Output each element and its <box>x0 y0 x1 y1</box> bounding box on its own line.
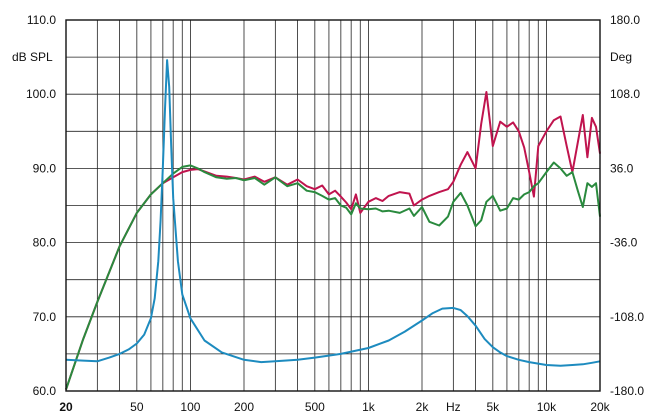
series-line-2 <box>65 161 601 390</box>
x-tick-label: 20 <box>59 400 73 414</box>
y-tick-label: 90.0 <box>33 161 57 175</box>
x-tick-label: 100 <box>180 400 200 414</box>
x-tick-label: 200 <box>234 400 254 414</box>
tick-labels: 20 50 100 200 500 1k 2k 5k 10k 20k 60.0 70.0 80.0 90.… <box>26 13 644 414</box>
x-tick-label: 500 <box>305 400 325 414</box>
y-tick-label: 100.0 <box>26 87 56 101</box>
y-tick-label: 80.0 <box>33 236 57 250</box>
grid-lines <box>66 20 600 391</box>
x-tick-label: 5k <box>486 400 500 414</box>
series-line-3 <box>65 59 601 367</box>
y-tick-label: 60.0 <box>33 384 57 398</box>
x-tick-label: 2k <box>416 400 430 414</box>
x-tick-label: 20k <box>590 400 610 414</box>
y-tick-label: 70.0 <box>33 310 57 324</box>
plot-frame <box>65 19 601 392</box>
y-right-tick-label: -36.0 <box>610 236 638 250</box>
series-layer <box>65 59 601 390</box>
x-tick-label: 50 <box>130 400 144 414</box>
y-right-tick-label: 108.0 <box>610 87 640 101</box>
y-right-tick-label: 36.0 <box>610 161 634 175</box>
x-tick-label: 10k <box>537 400 557 414</box>
y-right-tick-label: -108.0 <box>610 310 644 324</box>
y-axis-label: dB SPL <box>12 50 53 64</box>
x-axis-label: Hz <box>446 400 461 414</box>
y-axis-right-label: Deg <box>610 50 632 64</box>
y-right-tick-label: -180.0 <box>610 384 644 398</box>
y-tick-label: 110.0 <box>27 13 56 27</box>
y-right-tick-label: 180.0 <box>610 13 640 27</box>
x-tick-label: 1k <box>362 400 376 414</box>
